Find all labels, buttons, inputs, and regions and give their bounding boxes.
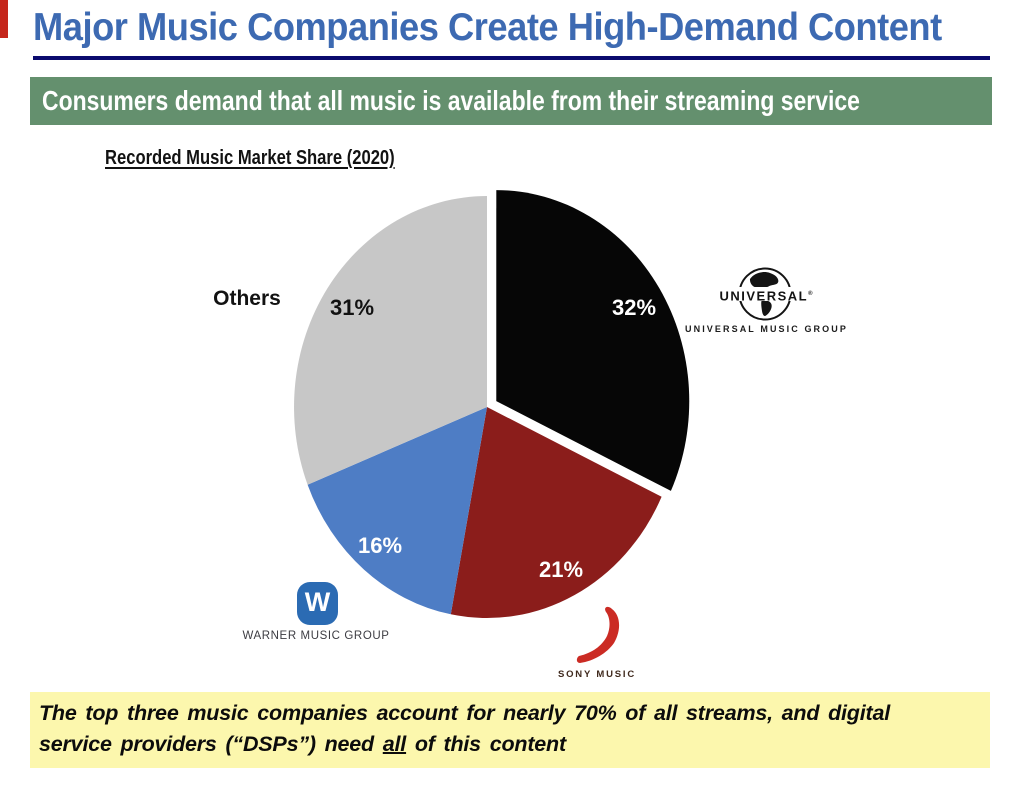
warner-logo-caption: WARNER MUSIC GROUP: [242, 630, 390, 642]
sony-brushstroke-icon: [576, 606, 620, 663]
pie-slice-others: [294, 196, 487, 485]
pie-chart: [294, 190, 690, 619]
page-title-text: Major Music Companies Create High-Demand…: [33, 6, 942, 49]
page-title: Major Music Companies Create High-Demand…: [33, 6, 1010, 50]
callout-box: The top three music companies account fo…: [30, 692, 990, 768]
pie-slice-sony-music: [450, 407, 662, 619]
universal-logo-wordmark: UNIVERSAL®: [714, 287, 818, 303]
subtitle-banner-text: Consumers demand that all music is avail…: [42, 85, 860, 116]
subtitle-banner: Consumers demand that all music is avail…: [30, 77, 992, 125]
pie-slice-warner-music-group: [307, 407, 487, 615]
pie-category-label-others: Others: [213, 287, 281, 310]
pie-slice-label-warner-music-group: 16%: [357, 533, 403, 558]
chart-title-text: Recorded Music Market Share (2020): [105, 147, 395, 169]
registered-mark: ®: [808, 291, 813, 297]
corner-accent-mark: [0, 0, 8, 38]
callout-underlined-word: all: [382, 732, 407, 756]
callout-line-2: service providers (“DSPs”) need all of t…: [39, 732, 566, 756]
chart-title: Recorded Music Market Share (2020): [105, 147, 454, 170]
warner-monogram-icon: W: [297, 582, 338, 625]
title-underline-rule: [33, 56, 990, 60]
universal-logo-caption: UNIVERSAL MUSIC GROUP: [685, 324, 848, 334]
sony-logo-caption: SONY MUSIC: [557, 669, 636, 680]
callout-line-1: The top three music companies account fo…: [39, 701, 890, 725]
pie-slice-label-universal-music-group: 32%: [611, 295, 657, 320]
pie-slice-universal-music-group: [496, 190, 690, 491]
pie-slice-label-sony-music: 21%: [538, 557, 584, 582]
pie-slice-label-others: 31%: [329, 295, 375, 320]
